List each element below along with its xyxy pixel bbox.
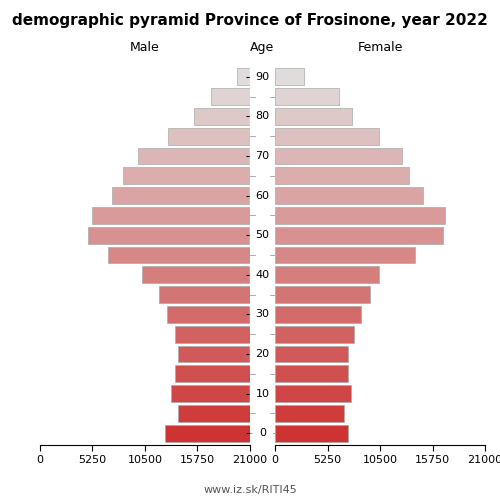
Bar xyxy=(171,385,250,402)
Bar xyxy=(275,346,348,362)
Text: www.iz.sk/RITI45: www.iz.sk/RITI45 xyxy=(203,485,297,495)
Text: 60: 60 xyxy=(256,190,270,200)
Bar xyxy=(108,246,250,264)
Text: Male: Male xyxy=(130,40,160,54)
Bar xyxy=(178,405,250,421)
Text: 70: 70 xyxy=(256,151,270,161)
Bar xyxy=(275,168,409,184)
Text: 40: 40 xyxy=(256,270,270,280)
Text: 30: 30 xyxy=(256,310,270,320)
Text: Female: Female xyxy=(358,40,403,54)
Text: 90: 90 xyxy=(256,72,270,82)
Bar xyxy=(138,148,250,164)
Bar xyxy=(275,424,348,442)
Bar xyxy=(168,128,250,144)
Bar xyxy=(275,385,351,402)
Bar xyxy=(88,227,250,244)
Text: 50: 50 xyxy=(256,230,270,240)
Bar xyxy=(123,168,250,184)
Text: 0: 0 xyxy=(259,428,266,438)
Bar xyxy=(175,326,250,342)
Bar xyxy=(194,108,250,125)
Bar xyxy=(275,286,370,303)
Bar xyxy=(275,88,339,105)
Bar xyxy=(275,187,423,204)
Bar xyxy=(275,266,379,283)
Bar xyxy=(275,246,415,264)
Bar xyxy=(112,187,250,204)
Bar xyxy=(237,68,250,86)
Bar xyxy=(275,207,445,224)
Bar xyxy=(275,68,304,86)
Bar xyxy=(275,306,361,323)
Bar xyxy=(92,207,250,224)
Text: demographic pyramid Province of Frosinone, year 2022: demographic pyramid Province of Frosinon… xyxy=(12,12,488,28)
Text: 20: 20 xyxy=(256,349,270,359)
Bar xyxy=(211,88,250,105)
Bar xyxy=(275,108,352,125)
Bar xyxy=(275,227,443,244)
Bar xyxy=(178,346,250,362)
Text: 10: 10 xyxy=(256,388,270,398)
Bar xyxy=(275,148,402,164)
Bar xyxy=(142,266,250,283)
Bar xyxy=(159,286,250,303)
Bar xyxy=(275,405,344,421)
Bar xyxy=(165,424,250,442)
Bar xyxy=(275,128,379,144)
Text: Age: Age xyxy=(250,40,274,54)
Bar xyxy=(275,366,348,382)
Bar xyxy=(275,326,354,342)
Bar xyxy=(167,306,250,323)
Text: 80: 80 xyxy=(256,112,270,122)
Bar xyxy=(175,366,250,382)
